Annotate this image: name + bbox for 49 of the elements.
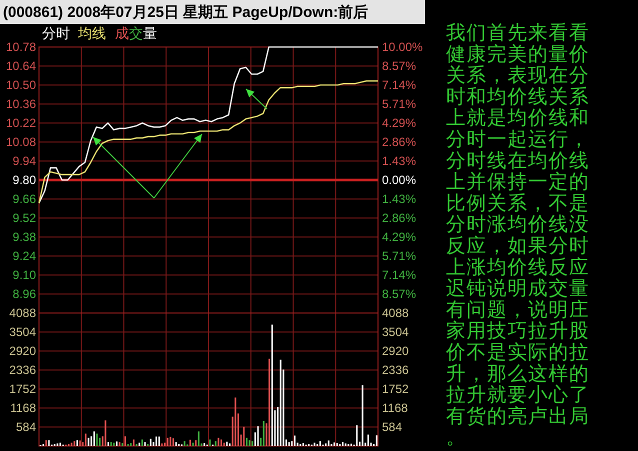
y2-tick-label: 1.43% bbox=[382, 154, 416, 168]
text: 均线 bbox=[77, 25, 106, 41]
y-tick-label: 584 bbox=[16, 420, 36, 434]
chart-title: (000861) 2008年07月25日 星期五 PageUp/Down:前后 bbox=[3, 4, 368, 21]
y-tick-label: 1752 bbox=[9, 382, 36, 396]
y2-tick-label: 584 bbox=[382, 420, 402, 434]
y-tick-label: 8.96 bbox=[12, 287, 36, 301]
y-tick-label: 9.80 bbox=[12, 173, 36, 187]
y-tick-label: 9.10 bbox=[12, 268, 36, 282]
y2-tick-label: 7.14% bbox=[382, 78, 416, 92]
y-tick-label: 10.50 bbox=[6, 78, 36, 92]
y2-tick-label: 10.00% bbox=[382, 40, 424, 54]
y-tick-label: 2336 bbox=[9, 363, 36, 377]
text: 成交量 bbox=[115, 25, 157, 41]
y-tick-label: 2920 bbox=[9, 344, 36, 358]
y-tick-label: 9.52 bbox=[12, 211, 36, 225]
y-tick-label: 10.22 bbox=[6, 116, 36, 130]
line-series bbox=[38, 46, 379, 204]
text: 分时 bbox=[42, 25, 70, 41]
y2-tick-label: 4.29% bbox=[382, 116, 416, 130]
y-tick-label: 4088 bbox=[9, 306, 36, 320]
y2-tick-label: 8.57% bbox=[382, 59, 416, 74]
y-tick-label: 3504 bbox=[9, 325, 36, 339]
y-tick-label: 10.78 bbox=[6, 40, 36, 54]
y2-tick-label: 1752 bbox=[382, 382, 410, 396]
y2-tick-label: 7.14% bbox=[382, 268, 416, 282]
y2-tick-label: 8.57% bbox=[382, 286, 416, 301]
y2-tick-label: 1168 bbox=[382, 401, 408, 415]
y2-tick-label: 5.71% bbox=[382, 248, 416, 263]
y-tick-label: 9.38 bbox=[12, 230, 36, 244]
y-tick-label: 10.08 bbox=[6, 135, 36, 149]
y2-tick-label: 3504 bbox=[382, 325, 410, 339]
y-tick-label: 9.24 bbox=[12, 249, 36, 263]
y2-tick-label: 2336 bbox=[382, 363, 410, 377]
y-tick-label: 9.94 bbox=[12, 154, 36, 168]
y2-tick-label: 4.29% bbox=[382, 230, 416, 244]
y2-tick-label: 2.86% bbox=[382, 134, 416, 149]
y2-tick-label: 4088 bbox=[382, 306, 410, 320]
y-tick-label: 9.66 bbox=[12, 192, 36, 206]
y2-tick-label: 0.00% bbox=[382, 173, 416, 187]
y2-tick-label: 2920 bbox=[382, 344, 410, 358]
y2-tick-label: 2.86% bbox=[382, 211, 416, 226]
text: 我们首先来看看健康完美的量价关系，表现在分时和均价线关系上就是均价线和分时一起运行，分时线在均价线上并保持一定的比例关系，不是分时涨均价线没反应，如果分时上涨均价线反应迟钝说明成交量有问题，说明庄家用技巧拉升股价不是实际的拉升，那么这样的拉升就要小心了有货的亮卢出局。 bbox=[446, 22, 590, 449]
line-series bbox=[38, 80, 379, 204]
y-tick-label: 10.36 bbox=[6, 97, 36, 111]
y2-tick-label: 1.43% bbox=[382, 192, 416, 206]
y-tick-label: 1168 bbox=[10, 401, 36, 415]
y-tick-label: 10.64 bbox=[6, 59, 36, 73]
y2-tick-label: 5.71% bbox=[382, 97, 416, 112]
